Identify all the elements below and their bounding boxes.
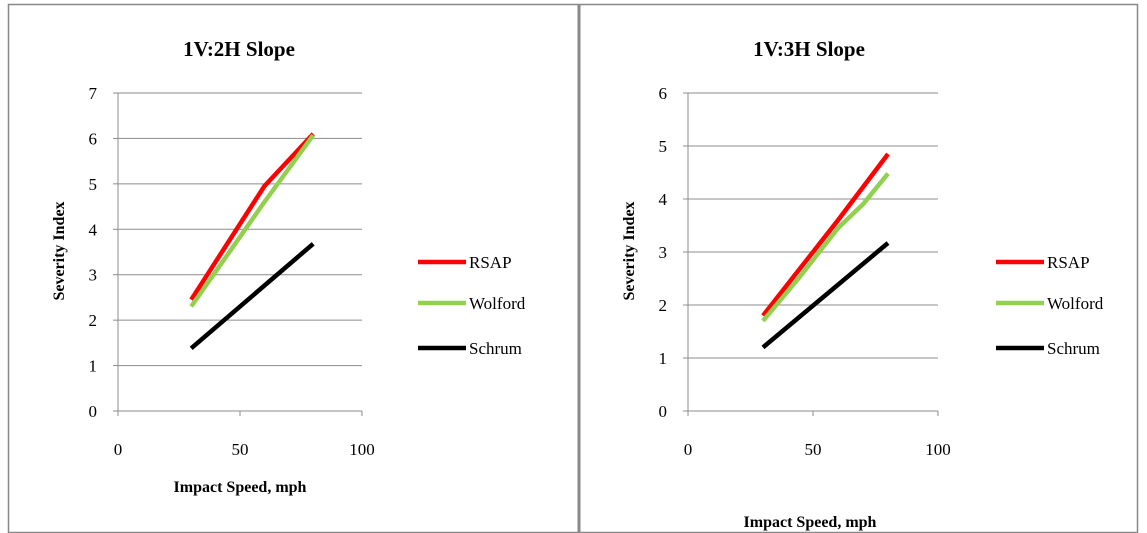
legend-label-schrum: Schrum: [1047, 339, 1100, 358]
y-tick-label: 4: [89, 220, 98, 239]
x-tick-label: 100: [925, 440, 951, 459]
series-line-rsap: [761, 152, 890, 317]
y-tick-label: 1: [659, 349, 668, 368]
series-line-wolford: [761, 172, 890, 323]
chart-title: 1V:3H Slope: [753, 37, 865, 61]
y-axis-label: Severity Index: [621, 201, 638, 300]
legend-label-wolford: Wolford: [469, 294, 526, 313]
series-line-wolford: [189, 133, 316, 308]
legend-label-rsap: RSAP: [469, 253, 512, 272]
y-tick-label: 0: [89, 402, 98, 421]
y-tick-label: 2: [659, 296, 668, 315]
x-tick-label: 0: [684, 440, 693, 459]
legend-label-wolford: Wolford: [1047, 294, 1104, 313]
chart-title: 1V:2H Slope: [183, 37, 295, 61]
series-lines: [189, 132, 316, 351]
x-tick-label: 50: [232, 440, 249, 459]
axes: [683, 92, 939, 416]
y-tick-label: 4: [659, 190, 668, 209]
y-tick-label: 1: [89, 357, 98, 376]
axes: [113, 92, 363, 416]
series-line-schrum: [761, 241, 890, 350]
y-tick-label: 7: [89, 84, 98, 103]
legend-label-rsap: RSAP: [1047, 253, 1090, 272]
chart-1v3h: 1V:3H Slope 0 1 2 3 4 5 6 0 50 100 Severity Inde…: [621, 37, 1104, 531]
x-axis-label: Impact Speed, mph: [744, 514, 877, 531]
x-tick-labels: 0 50 100: [684, 440, 951, 459]
series-line-rsap: [189, 132, 315, 301]
series-lines: [761, 152, 890, 350]
y-tick-label: 0: [659, 402, 668, 421]
figure-border: [7, 3, 1139, 533]
x-tick-label: 100: [349, 440, 375, 459]
y-tick-label: 3: [89, 266, 98, 285]
y-tick-label: 5: [89, 175, 98, 194]
x-tick-labels: 0 50 100: [114, 440, 375, 459]
x-axis-label: Impact Speed, mph: [174, 479, 307, 496]
y-tick-label: 3: [659, 243, 668, 262]
gridlines: [118, 92, 362, 367]
y-axis-label: Severity Index: [51, 201, 68, 300]
y-tick-label: 5: [659, 137, 668, 156]
y-tick-label: 2: [89, 311, 98, 330]
legend-label-schrum: Schrum: [469, 339, 522, 358]
x-tick-label: 0: [114, 440, 123, 459]
y-tick-labels: 0 1 2 3 4 5 6: [659, 84, 668, 421]
series-line-schrum: [189, 242, 315, 351]
chart-1v2h: 1V:2H Slope 0 1 2 3 4 5 6 7 0 50 100 Severity Ind…: [51, 37, 526, 496]
y-tick-label: 6: [89, 129, 98, 148]
x-tick-label: 50: [805, 440, 822, 459]
legend: RSAP Wolford Schrum: [418, 253, 526, 358]
legend: RSAP Wolford Schrum: [996, 253, 1104, 358]
y-tick-labels: 0 1 2 3 4 5 6 7: [89, 84, 98, 421]
y-tick-label: 6: [659, 84, 668, 103]
